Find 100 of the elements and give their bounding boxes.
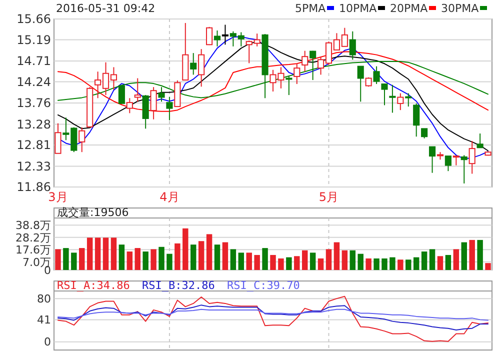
candlestick bbox=[349, 30, 356, 60]
bar bbox=[182, 228, 188, 270]
bar bbox=[302, 250, 308, 270]
bar bbox=[334, 242, 340, 270]
y-tick-label: 17.6万 bbox=[16, 244, 51, 257]
bar bbox=[230, 249, 236, 270]
bar bbox=[390, 257, 396, 270]
y-tick-label: 13.28 bbox=[16, 117, 51, 132]
bar bbox=[326, 249, 332, 270]
candlestick bbox=[452, 156, 460, 166]
bar bbox=[374, 258, 380, 270]
bar bbox=[94, 238, 101, 270]
bar bbox=[278, 258, 284, 270]
candlestick bbox=[174, 80, 181, 108]
bar bbox=[485, 263, 491, 270]
bar bbox=[350, 250, 356, 270]
bar bbox=[429, 249, 436, 270]
y-tick-label: 13.76 bbox=[16, 96, 51, 110]
candlestick bbox=[142, 94, 149, 130]
bar bbox=[318, 258, 324, 270]
y-tick-label: 15.19 bbox=[16, 32, 51, 47]
bar bbox=[437, 256, 444, 270]
candlestick bbox=[389, 84, 396, 114]
bar bbox=[55, 249, 61, 270]
bar bbox=[262, 248, 268, 270]
y-tick-label: 12.81 bbox=[16, 138, 51, 152]
bar bbox=[79, 248, 85, 270]
bar bbox=[222, 242, 228, 270]
y-tick-label: 41 bbox=[37, 314, 51, 327]
bar bbox=[254, 254, 260, 270]
y-tick-label: 80 bbox=[37, 292, 51, 306]
x-tick-label: 3月 bbox=[48, 190, 68, 204]
bar bbox=[461, 242, 467, 270]
candlestick bbox=[126, 98, 133, 114]
candlestick bbox=[405, 92, 412, 108]
x-tick-label: 4月 bbox=[160, 190, 180, 204]
bar bbox=[102, 238, 109, 270]
legend-label: 10PMA bbox=[339, 2, 378, 15]
candlestick bbox=[357, 66, 364, 102]
candlestick bbox=[222, 24, 229, 46]
legend-label: 30PMA bbox=[441, 2, 480, 15]
candlestick bbox=[134, 78, 141, 102]
legend-label: 20PMA bbox=[390, 2, 428, 15]
bar bbox=[477, 240, 483, 270]
y-tick-label: 0 bbox=[44, 336, 51, 349]
candlestick bbox=[421, 128, 428, 139]
candlestick bbox=[150, 86, 157, 120]
y-tick-label: 12.33 bbox=[16, 159, 51, 174]
y-tick-label: 14.71 bbox=[16, 54, 51, 68]
line-series bbox=[57, 308, 489, 321]
bar bbox=[413, 257, 420, 270]
bar bbox=[158, 246, 164, 270]
bar bbox=[445, 254, 452, 270]
candlestick bbox=[460, 154, 468, 184]
y-tick-label: 28.2万 bbox=[16, 231, 51, 244]
candlestick bbox=[381, 83, 388, 106]
bar bbox=[190, 244, 196, 270]
line-series bbox=[57, 304, 489, 330]
bar bbox=[142, 252, 148, 270]
y-tick-label: 14.24 bbox=[16, 74, 51, 89]
y-tick-label: 11.86 bbox=[16, 180, 51, 194]
bar bbox=[421, 252, 428, 270]
candlestick bbox=[190, 52, 197, 76]
candlestick bbox=[286, 75, 292, 96]
candlestick bbox=[444, 156, 452, 172]
candlestick bbox=[198, 48, 205, 88]
bar bbox=[126, 252, 133, 270]
bar bbox=[398, 260, 404, 270]
candlestick bbox=[206, 26, 213, 46]
candlestick bbox=[166, 96, 173, 121]
bar bbox=[118, 244, 125, 270]
candlestick bbox=[214, 30, 221, 47]
bar bbox=[366, 258, 372, 270]
bar bbox=[238, 252, 244, 270]
x-tick-label: 5月 bbox=[318, 190, 339, 204]
series-label: RSI_C:39.70 bbox=[227, 279, 300, 292]
bar bbox=[310, 252, 316, 270]
bar bbox=[270, 254, 276, 270]
chart-title: 成交量:19506 bbox=[57, 206, 129, 219]
bar bbox=[63, 248, 69, 270]
bar bbox=[342, 250, 348, 270]
candlestick bbox=[428, 146, 436, 174]
bar bbox=[198, 241, 204, 270]
series-label: RSI_B:32.86 bbox=[142, 279, 215, 292]
candlestick bbox=[413, 102, 420, 138]
bar bbox=[453, 249, 460, 270]
chart-title: 2016-05-31 09:42 bbox=[56, 2, 156, 15]
candlestick bbox=[468, 140, 476, 174]
line-series bbox=[57, 296, 489, 342]
bar bbox=[382, 258, 388, 270]
bar bbox=[469, 240, 475, 270]
bar bbox=[286, 257, 292, 270]
series-label: RSI_A:34.86 bbox=[57, 279, 130, 292]
candlestick bbox=[294, 62, 300, 84]
bar bbox=[206, 234, 212, 270]
candlestick bbox=[476, 133, 484, 148]
bar bbox=[134, 248, 140, 270]
y-tick-label: 15.66 bbox=[16, 12, 51, 26]
bar bbox=[71, 252, 77, 270]
candlestick bbox=[78, 126, 86, 153]
